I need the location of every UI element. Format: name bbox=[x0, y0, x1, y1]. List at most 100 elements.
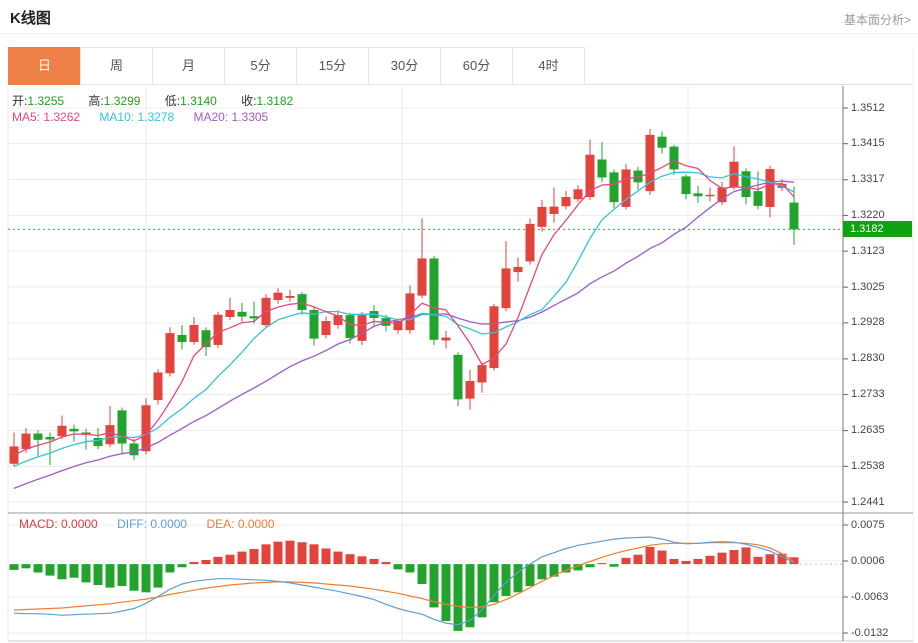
macd-bar[interactable] bbox=[693, 558, 703, 565]
macd-bar[interactable] bbox=[549, 564, 559, 577]
candle[interactable] bbox=[693, 193, 703, 197]
tab-60分[interactable]: 60分 bbox=[440, 47, 513, 85]
macd-bar[interactable] bbox=[489, 564, 499, 603]
macd-bar[interactable] bbox=[261, 544, 271, 565]
macd-bar[interactable] bbox=[573, 564, 583, 571]
tab-30分[interactable]: 30分 bbox=[368, 47, 441, 85]
candle[interactable] bbox=[633, 170, 643, 183]
candle[interactable] bbox=[717, 187, 727, 203]
macd-bar[interactable] bbox=[465, 564, 475, 628]
candle[interactable] bbox=[417, 258, 427, 296]
candle[interactable] bbox=[621, 169, 631, 207]
macd-bar[interactable] bbox=[525, 564, 535, 587]
candle[interactable] bbox=[297, 294, 307, 310]
candle[interactable] bbox=[105, 425, 115, 445]
candle[interactable] bbox=[57, 425, 67, 437]
candle[interactable] bbox=[249, 316, 259, 319]
macd-bar[interactable] bbox=[609, 564, 619, 567]
tab-4时[interactable]: 4时 bbox=[512, 47, 585, 85]
macd-bar[interactable] bbox=[369, 558, 379, 565]
macd-bar[interactable] bbox=[237, 551, 247, 565]
candle[interactable] bbox=[585, 154, 595, 198]
candle[interactable] bbox=[393, 321, 403, 331]
candle[interactable] bbox=[33, 433, 43, 440]
macd-bar[interactable] bbox=[93, 564, 103, 585]
macd-bar[interactable] bbox=[717, 552, 727, 565]
candle[interactable] bbox=[729, 161, 739, 188]
candle[interactable] bbox=[213, 314, 223, 345]
candle[interactable] bbox=[549, 206, 559, 214]
macd-bar[interactable] bbox=[645, 546, 655, 565]
candle[interactable] bbox=[501, 268, 511, 309]
macd-bar[interactable] bbox=[537, 564, 547, 580]
candle[interactable] bbox=[573, 189, 583, 200]
candle[interactable] bbox=[789, 202, 799, 230]
candle[interactable] bbox=[465, 380, 475, 399]
candle[interactable] bbox=[177, 334, 187, 342]
candle[interactable] bbox=[225, 309, 235, 317]
macd-bar[interactable] bbox=[765, 554, 775, 565]
macd-bar[interactable] bbox=[753, 556, 763, 565]
macd-bar[interactable] bbox=[729, 550, 739, 565]
candle[interactable] bbox=[525, 223, 535, 262]
macd-bar[interactable] bbox=[561, 564, 571, 573]
macd-bar[interactable] bbox=[165, 564, 175, 573]
candle[interactable] bbox=[513, 266, 523, 273]
candle[interactable] bbox=[321, 321, 331, 335]
candle[interactable] bbox=[477, 365, 487, 383]
candle[interactable] bbox=[753, 191, 763, 206]
macd-bar[interactable] bbox=[9, 564, 19, 570]
candle[interactable] bbox=[441, 337, 451, 341]
macd-histogram[interactable] bbox=[9, 540, 799, 631]
tab-15分[interactable]: 15分 bbox=[296, 47, 369, 85]
macd-bar[interactable] bbox=[441, 564, 451, 621]
macd-bar[interactable] bbox=[669, 558, 679, 565]
macd-bar[interactable] bbox=[309, 544, 319, 565]
macd-bar[interactable] bbox=[429, 564, 439, 608]
candle[interactable] bbox=[597, 159, 607, 178]
macd-bar[interactable] bbox=[597, 563, 607, 565]
macd-bar[interactable] bbox=[789, 557, 799, 565]
macd-bar[interactable] bbox=[393, 564, 403, 570]
macd-bar[interactable] bbox=[741, 547, 751, 565]
macd-bar[interactable] bbox=[501, 564, 511, 596]
candle[interactable] bbox=[117, 410, 127, 444]
macd-bar[interactable] bbox=[81, 564, 91, 583]
macd-bar[interactable] bbox=[129, 564, 139, 591]
candle[interactable] bbox=[129, 443, 139, 456]
candle[interactable] bbox=[765, 169, 775, 207]
macd-bar[interactable] bbox=[213, 556, 223, 565]
candle[interactable] bbox=[93, 437, 103, 447]
candle[interactable] bbox=[189, 325, 199, 342]
macd-bar[interactable] bbox=[681, 561, 691, 565]
macd-bar[interactable] bbox=[453, 564, 463, 631]
candle[interactable] bbox=[609, 172, 619, 203]
macd-bar[interactable] bbox=[777, 553, 787, 565]
macd-bar[interactable] bbox=[225, 554, 235, 565]
candle[interactable] bbox=[153, 372, 163, 401]
candle[interactable] bbox=[357, 315, 367, 341]
macd-bar[interactable] bbox=[417, 564, 427, 584]
macd-bar[interactable] bbox=[69, 564, 79, 578]
candle[interactable] bbox=[309, 309, 319, 339]
macd-bar[interactable] bbox=[33, 564, 43, 573]
candle[interactable] bbox=[285, 295, 295, 298]
macd-bar[interactable] bbox=[117, 564, 127, 587]
macd-bar[interactable] bbox=[585, 564, 595, 568]
candle[interactable] bbox=[345, 315, 355, 338]
candle[interactable] bbox=[429, 258, 439, 340]
macd-bar[interactable] bbox=[357, 556, 367, 565]
macd-bar[interactable] bbox=[177, 564, 187, 568]
macd-bar[interactable] bbox=[249, 549, 259, 565]
candle[interactable] bbox=[489, 306, 499, 369]
candle[interactable] bbox=[705, 194, 715, 197]
macd-bar[interactable] bbox=[381, 562, 391, 565]
candle[interactable] bbox=[69, 428, 79, 432]
candle[interactable] bbox=[669, 146, 679, 170]
candle[interactable] bbox=[645, 134, 655, 192]
macd-bar[interactable] bbox=[57, 564, 67, 580]
macd-bar[interactable] bbox=[333, 551, 343, 565]
macd-bar[interactable] bbox=[189, 562, 199, 565]
macd-bar[interactable] bbox=[141, 564, 151, 593]
